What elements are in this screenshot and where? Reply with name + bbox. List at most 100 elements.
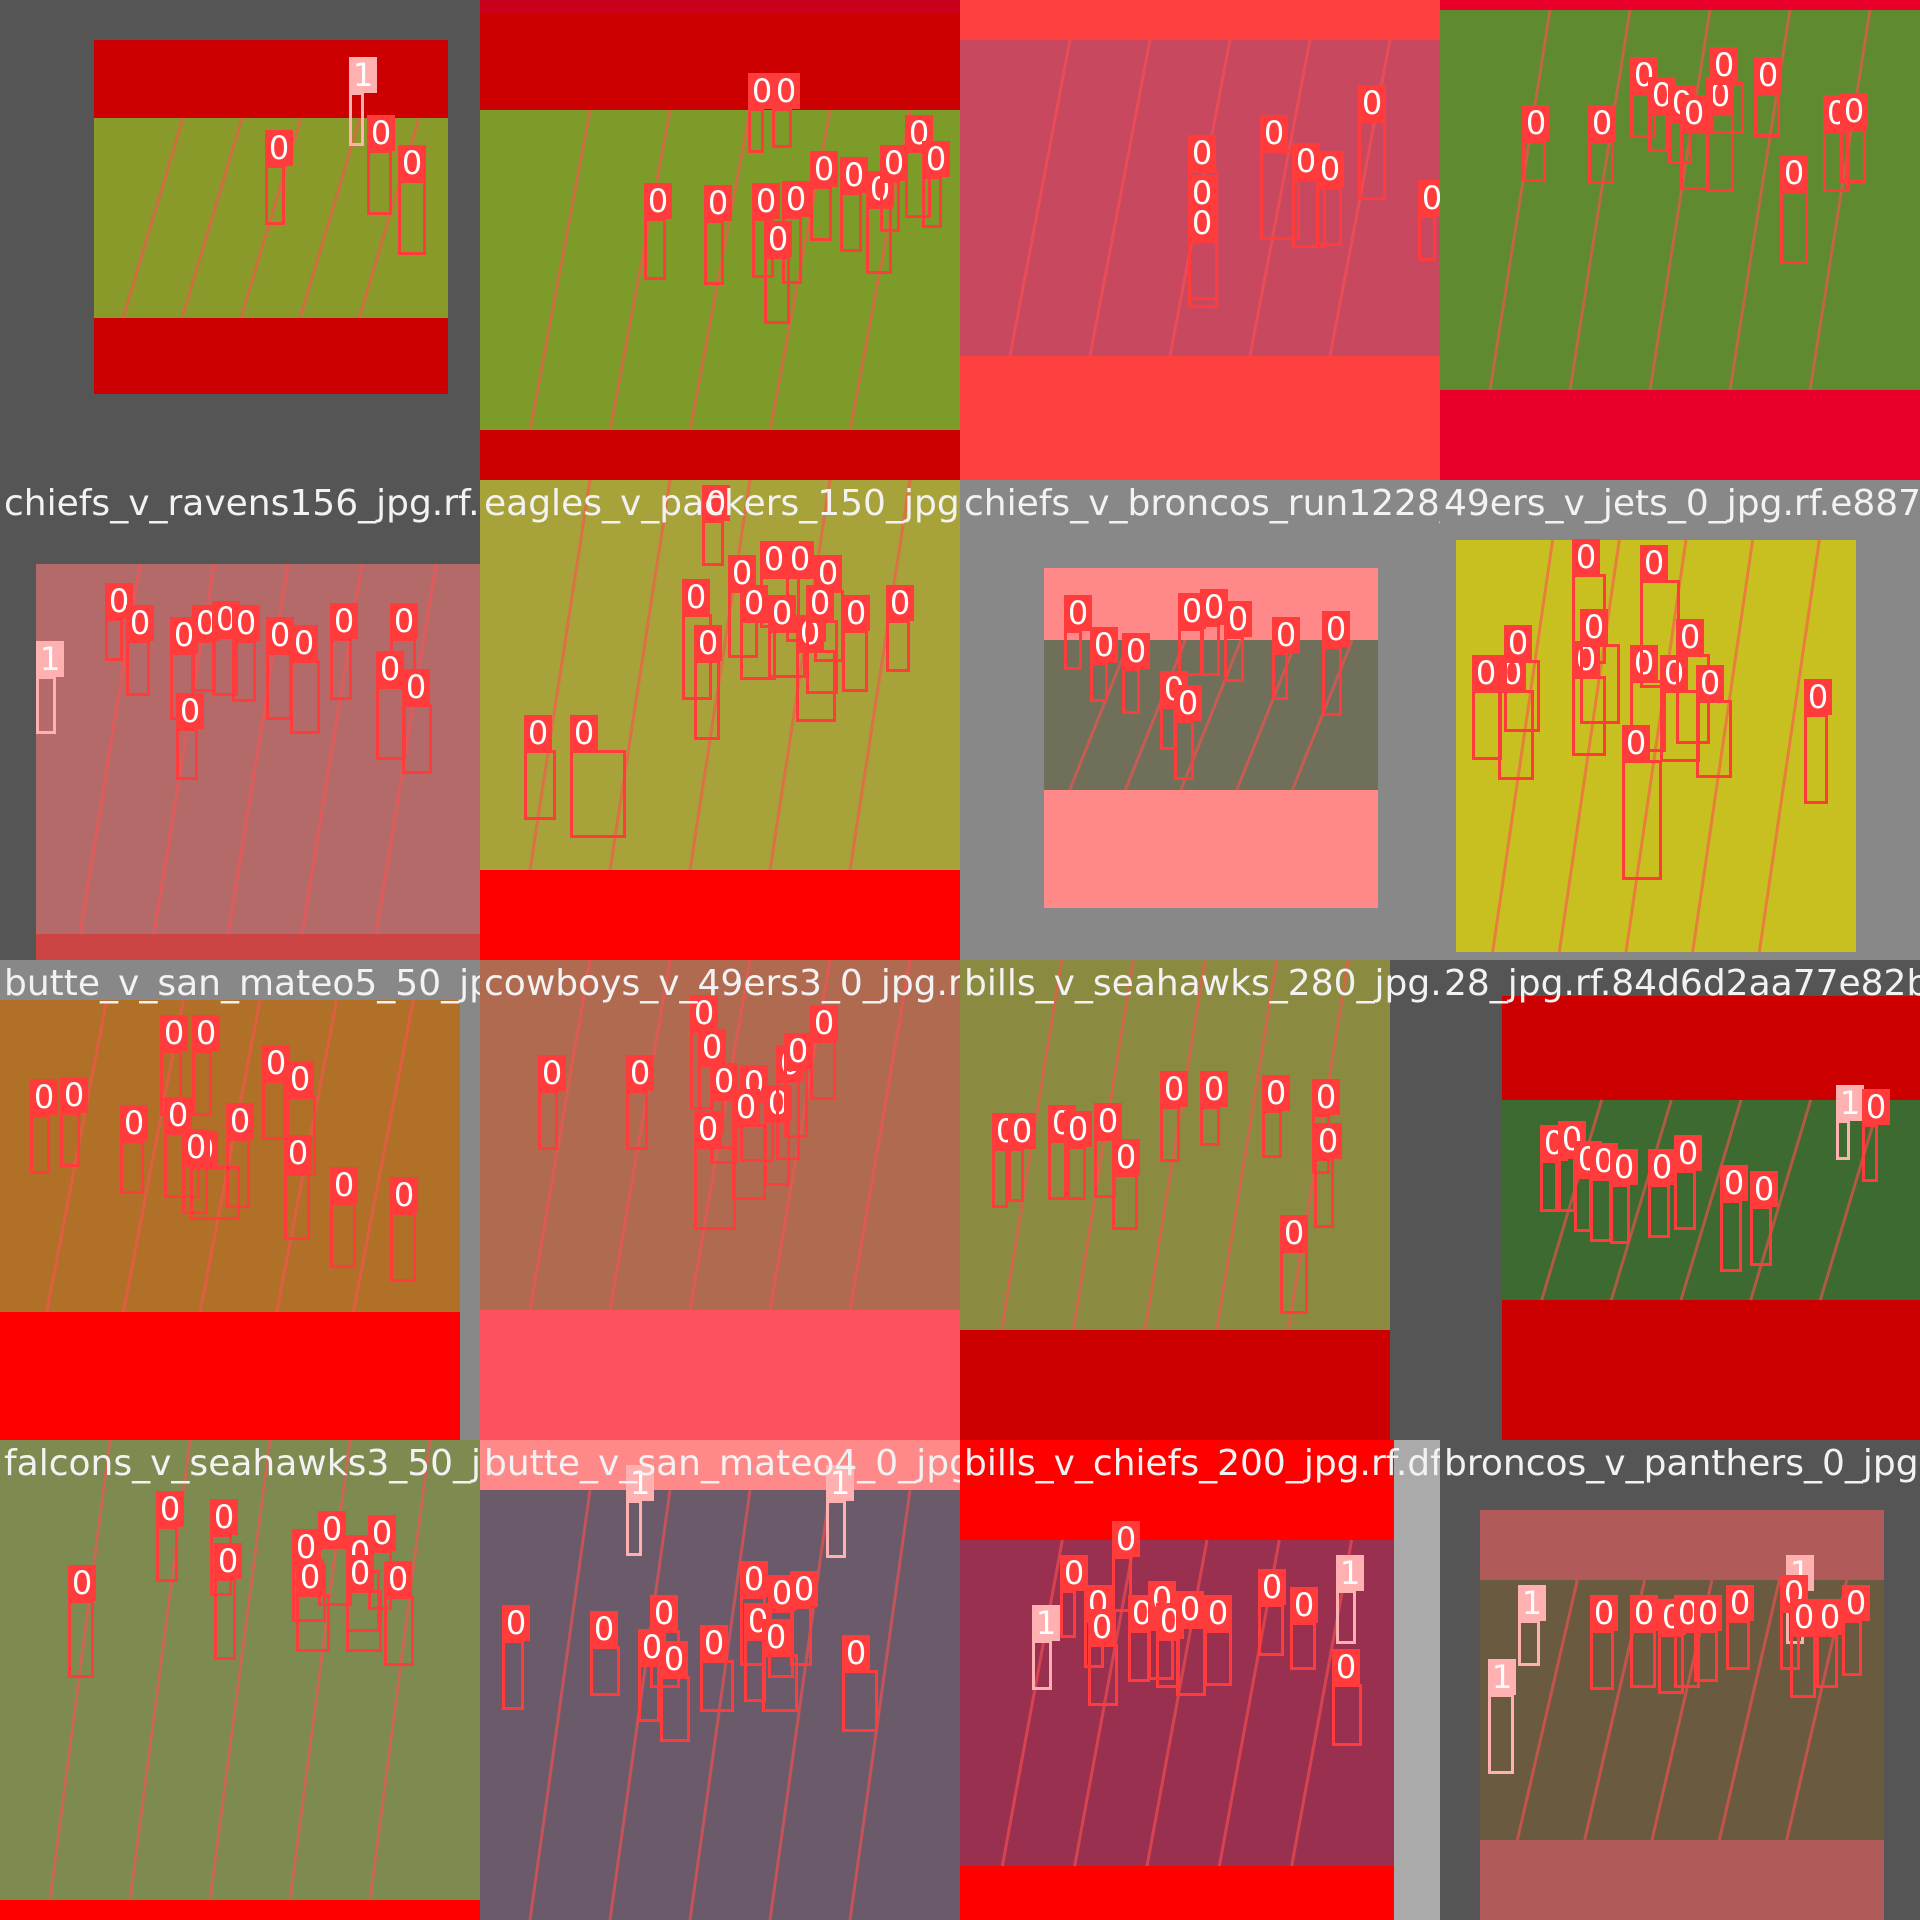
tile-filename: chiefs_v_ravens156_jpg.rf.4d298d9c1a47 xyxy=(4,483,480,524)
detection-box: 0 xyxy=(748,73,776,153)
class-label: 0 xyxy=(1610,1149,1638,1185)
class-label: 0 xyxy=(1674,1135,1702,1171)
yard-line xyxy=(351,999,415,1313)
detection-box: 0 xyxy=(1200,589,1228,676)
yard-line xyxy=(1757,539,1821,953)
tile-filename: butte_v_san_mateo5_50_jpg.rf.7235e20f95 xyxy=(4,963,480,1004)
class-label: 0 xyxy=(1840,93,1868,129)
detection-box: 0 xyxy=(1258,1569,1286,1656)
class-label: 0 xyxy=(214,1543,242,1579)
class-label: 0 xyxy=(590,1611,618,1647)
class-label: 0 xyxy=(192,1015,220,1051)
detection-box: 0 xyxy=(570,715,626,838)
detection-box: 0 xyxy=(318,1511,352,1606)
detection-box: 0 xyxy=(1418,180,1440,261)
class-label: 0 xyxy=(650,1595,678,1631)
detection-box: 0 xyxy=(296,1559,330,1652)
detection-box: 0 xyxy=(1840,93,1868,183)
yard-line xyxy=(1068,639,1132,791)
detection-box: 0 xyxy=(768,595,806,678)
class-label: 0 xyxy=(1112,1139,1140,1175)
yard-line xyxy=(374,563,438,935)
class-label: 0 xyxy=(164,1097,192,1133)
detection-box: 0 xyxy=(390,1177,418,1282)
yard-line xyxy=(1568,9,1632,391)
yard-line xyxy=(608,480,672,871)
mosaic-tile: 1 1 1 0 0 0 0 0 0 0 0 0 0 broncos_v_panthers_0_jpg.r xyxy=(1440,1440,1920,1920)
class-label: 0 xyxy=(1418,180,1440,216)
detection-box: 1 xyxy=(826,1465,854,1558)
class-label: 0 xyxy=(384,1561,412,1597)
detection-box: 0 xyxy=(232,605,260,702)
yard-line xyxy=(1818,1099,1882,1301)
class-label: 1 xyxy=(349,57,377,93)
detection-box: 0 xyxy=(1590,1143,1618,1242)
class-label: 0 xyxy=(1094,1103,1122,1139)
class-label: 0 xyxy=(290,625,318,661)
class-label: 0 xyxy=(748,73,776,109)
detection-box: 0 xyxy=(840,157,868,252)
yard-line xyxy=(1491,539,1555,953)
yard-line xyxy=(1143,960,1207,1331)
mosaic-tile: 000000000000bills_v_seahawks_280_jpg.rf.… xyxy=(960,960,1440,1440)
class-label: 0 xyxy=(570,715,598,751)
class-label: 0 xyxy=(265,130,293,166)
detection-box: 0 xyxy=(346,1555,382,1652)
detection-box: 1 xyxy=(1836,1085,1864,1160)
detection-box: 0 xyxy=(992,1113,1020,1208)
detection-box: 0 xyxy=(1622,725,1662,880)
class-label: 1 xyxy=(1836,1085,1864,1121)
detection-box: 0 xyxy=(1630,645,1666,752)
detection-box: 0 xyxy=(160,1015,188,1116)
class-label: 0 xyxy=(694,625,722,661)
detection-box: 0 xyxy=(284,1135,312,1240)
class-label: 0 xyxy=(1008,1113,1036,1149)
class-label: 0 xyxy=(210,1499,238,1535)
yard-line xyxy=(608,109,672,431)
class-label: 0 xyxy=(262,1045,290,1081)
yard-line xyxy=(848,1489,912,1920)
class-label: 0 xyxy=(740,1561,768,1597)
yard-line xyxy=(1749,1099,1813,1301)
class-label: 0 xyxy=(1588,105,1616,141)
detection-box: 0 xyxy=(886,585,914,672)
yard-line xyxy=(1008,39,1072,357)
detection-box: 0 xyxy=(1630,1595,1658,1688)
class-label: 0 xyxy=(660,1641,688,1677)
detection-box: 0 xyxy=(1588,105,1616,184)
class-label: 0 xyxy=(784,1033,812,1069)
class-label: 0 xyxy=(390,603,418,639)
class-label: 0 xyxy=(880,145,908,181)
detection-box: 0 xyxy=(176,693,204,780)
detection-box: 0 xyxy=(192,1015,220,1116)
detection-box: 0 xyxy=(1272,617,1300,700)
class-label: 0 xyxy=(886,585,914,621)
class-label: 0 xyxy=(760,541,788,577)
detection-box: 0 xyxy=(1292,143,1326,248)
class-label: 0 xyxy=(1258,1569,1286,1605)
detection-box: 0 xyxy=(1790,1599,1818,1698)
detection-box: 1 xyxy=(36,641,64,734)
class-label: 0 xyxy=(1316,151,1344,187)
class-label: 0 xyxy=(398,145,426,181)
detection-box: 1 xyxy=(1518,1585,1546,1666)
class-label: 0 xyxy=(1200,1071,1228,1107)
class-label: 0 xyxy=(1640,545,1668,581)
detection-box: 0 xyxy=(538,1055,566,1150)
class-label: 0 xyxy=(120,1105,148,1141)
class-label: 0 xyxy=(1522,105,1550,141)
class-label: 0 xyxy=(182,1129,210,1165)
class-label: 0 xyxy=(402,669,430,705)
class-label: 0 xyxy=(1322,611,1350,647)
detection-box: 0 xyxy=(704,185,732,285)
yard-line xyxy=(1515,1579,1579,1841)
class-label: 0 xyxy=(1816,1599,1844,1635)
detection-box: 0 xyxy=(1816,1599,1844,1688)
class-label: 0 xyxy=(538,1055,566,1091)
detection-box: 0 xyxy=(126,605,154,696)
tile-image xyxy=(1440,960,1920,1440)
class-label: 0 xyxy=(367,115,395,151)
class-label: 0 xyxy=(126,605,154,641)
tile-image xyxy=(480,1440,960,1920)
yard-line xyxy=(528,480,592,871)
